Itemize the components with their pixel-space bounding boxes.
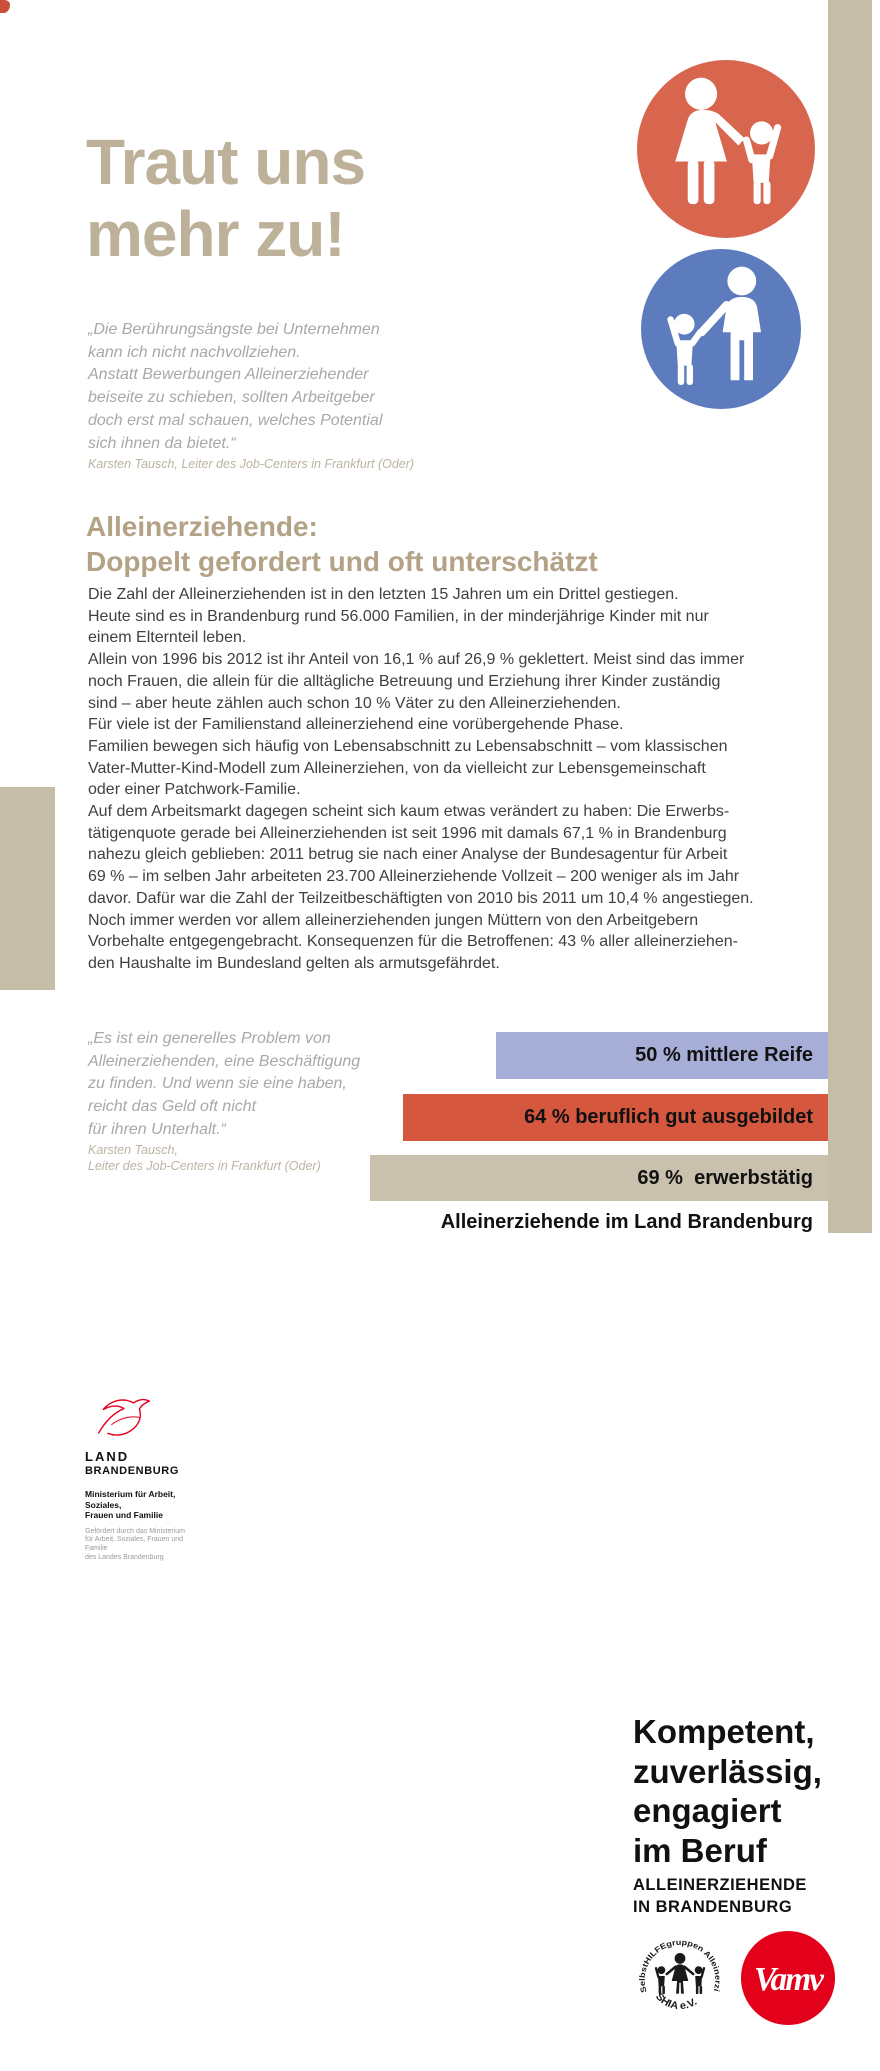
chart-bar-label: 69 % erwerbstätig	[637, 1166, 813, 1189]
page-title: Traut uns mehr zu!	[86, 126, 366, 270]
brandenburg-logo-land: LAND BRANDENBURG	[85, 1449, 179, 1477]
funding-note: Gefördert durch das Ministerium für Arbei…	[85, 1527, 185, 1561]
father-child-badge	[641, 249, 801, 409]
ministry-name: Ministerium für Arbeit, Soziales, Frauen …	[85, 1489, 176, 1520]
bottom-quote: „Es ist ein generelles Problem von Allein…	[88, 1030, 361, 1138]
father-child-icon	[667, 266, 761, 385]
shia-bottom-text: SHIA e.V.	[653, 1991, 699, 2012]
mother-child-badge	[637, 60, 815, 238]
chart-bar: 64 % beruflich gut ausgebildet	[403, 1094, 828, 1141]
vamv-logo-text: Vamv	[754, 1961, 825, 1998]
section-heading: Alleinerziehende: Doppelt gefordert und o…	[86, 511, 598, 577]
corner-mark	[0, 0, 10, 13]
bottom-quote-attribution: Karsten Tausch, Leiter des Job-Centers in…	[88, 1143, 321, 1173]
top-quote: „Die Berührungsängste bei Unternehmen kan…	[88, 321, 383, 452]
top-quote-attribution: Karsten Tausch, Leiter des Job-Centers i…	[88, 457, 415, 471]
shia-family-icon	[654, 1953, 706, 1995]
brandenburg-logo: LAND BRANDENBURG Ministerium für Arbeit,…	[85, 1390, 205, 1563]
slogan: Kompetent, zuverlässig, engagiert im Beruf	[633, 1713, 822, 1869]
org-name: ALLEINERZIEHENDE IN BRANDENBURG	[633, 1876, 807, 1916]
brandenburg-bird-icon	[97, 1398, 150, 1436]
mother-child-icon	[675, 77, 782, 205]
svg-text:SHIA e.V.: SHIA e.V.	[653, 1991, 699, 2012]
chart-bar: 69 % erwerbstätig	[369, 1155, 828, 1201]
chart-bar: 50 % mittlere Reife	[496, 1032, 828, 1079]
left-accent-bar	[0, 787, 55, 990]
chart-bar-label: 64 % beruflich gut ausgebildet	[524, 1106, 813, 1128]
right-accent-bar	[828, 0, 872, 1233]
vamv-logo: Vamv	[739, 1928, 837, 2028]
body-text: Die Zahl der Alleinerziehenden ist in de…	[88, 586, 754, 972]
chart-bar-label: 50 % mittlere Reife	[635, 1044, 813, 1066]
shia-stamp-logo: SelbstHILFEgruppen Alleinerziehender SHI…	[631, 1928, 729, 2028]
chart-caption: Alleinerziehende im Land Brandenburg	[440, 1211, 813, 1233]
